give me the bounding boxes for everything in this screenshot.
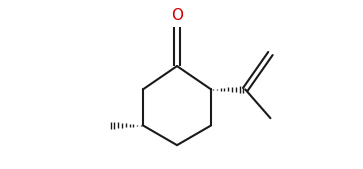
Text: O: O	[171, 8, 183, 23]
